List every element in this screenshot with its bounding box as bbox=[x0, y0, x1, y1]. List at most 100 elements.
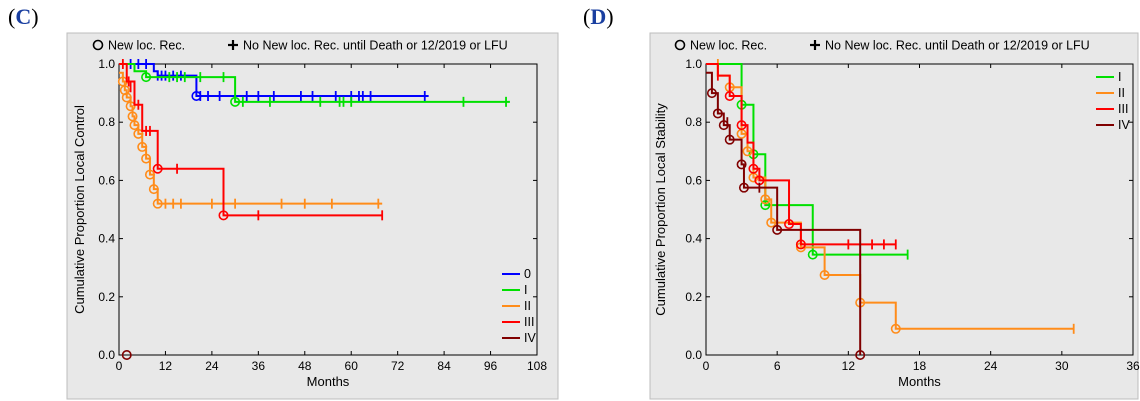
x-tick-label: 12 bbox=[159, 359, 173, 373]
x-tick-label: 24 bbox=[205, 359, 219, 373]
x-tick-label: 6 bbox=[774, 359, 781, 373]
event-mark bbox=[784, 219, 795, 230]
event-mark bbox=[218, 210, 229, 221]
panel-label-close: ) bbox=[606, 4, 614, 29]
y-tick-label: 0.6 bbox=[685, 173, 702, 187]
legend-label: II bbox=[524, 299, 531, 313]
legend-label: II bbox=[1118, 86, 1125, 100]
top-legend-censor: No New loc. Rec. until Death or 12/2019 … bbox=[243, 39, 508, 53]
event-mark bbox=[760, 194, 771, 205]
x-axis-label: Months bbox=[898, 374, 941, 389]
y-axis-label: Cumulative Proportion Local Control bbox=[72, 105, 87, 314]
legend-label: III bbox=[1118, 102, 1128, 116]
event-mark bbox=[706, 88, 717, 99]
series-group bbox=[706, 59, 1075, 360]
event-mark bbox=[148, 184, 159, 195]
event-marker-icon bbox=[92, 39, 104, 51]
x-tick-label: 0 bbox=[703, 359, 710, 373]
event-mark bbox=[736, 159, 747, 170]
x-tick-label: 60 bbox=[345, 359, 359, 373]
x-tick-label: 96 bbox=[484, 359, 498, 373]
event-mark bbox=[152, 198, 163, 209]
legend-label: IV bbox=[1118, 118, 1130, 132]
chart-frame bbox=[649, 32, 1139, 400]
y-tick-label: 0.0 bbox=[685, 348, 702, 362]
x-tick-label: 18 bbox=[913, 359, 927, 373]
series-line-III bbox=[119, 63, 383, 217]
panel-label-open: ( bbox=[8, 4, 16, 29]
panel-label-close: ) bbox=[31, 4, 39, 29]
event-mark bbox=[121, 92, 132, 103]
x-tick-label: 0 bbox=[116, 359, 123, 373]
x-tick-label: 48 bbox=[298, 359, 312, 373]
event-mark bbox=[141, 72, 152, 83]
event-mark bbox=[152, 163, 163, 174]
event-mark bbox=[718, 120, 729, 131]
event-mark bbox=[766, 217, 777, 228]
y-tick-label: 0.2 bbox=[98, 290, 115, 304]
x-tick-label: 12 bbox=[842, 359, 856, 373]
x-tick-label: 108 bbox=[527, 359, 547, 373]
event-mark bbox=[129, 120, 140, 131]
x-tick-label: 36 bbox=[1126, 359, 1140, 373]
event-mark bbox=[144, 169, 155, 180]
y-tick-label: 1.0 bbox=[685, 57, 702, 71]
x-axis-label: Months bbox=[307, 374, 350, 389]
panel-label-d: (D) bbox=[583, 4, 614, 30]
x-tick-label: 30 bbox=[1055, 359, 1069, 373]
legend-label: 0 bbox=[524, 267, 531, 281]
plot-area bbox=[118, 63, 538, 356]
event-mark bbox=[141, 153, 152, 164]
top-legend-censor: No New loc. Rec. until Death or 12/2019 … bbox=[825, 39, 1090, 53]
event-mark bbox=[230, 96, 241, 107]
panel-label-open: ( bbox=[583, 4, 591, 29]
legend-label: III bbox=[524, 315, 534, 329]
series-line-II bbox=[119, 71, 383, 205]
event-mark bbox=[738, 182, 749, 193]
event-mark bbox=[724, 91, 735, 102]
x-tick-label: 84 bbox=[437, 359, 451, 373]
x-tick-label: 72 bbox=[391, 359, 405, 373]
y-tick-label: 0.0 bbox=[98, 348, 115, 362]
x-tick-label: 24 bbox=[984, 359, 998, 373]
event-mark bbox=[724, 134, 735, 145]
y-tick-label: 0.6 bbox=[98, 173, 115, 187]
event-mark bbox=[121, 349, 132, 360]
event-mark bbox=[191, 91, 202, 102]
panel-label-letter: C bbox=[15, 4, 32, 29]
y-tick-label: 0.2 bbox=[685, 290, 702, 304]
top-legend-event: New loc. Rec. bbox=[690, 39, 767, 53]
legend-label: I bbox=[524, 283, 527, 297]
event-mark bbox=[819, 269, 830, 280]
panel-label-letter: D bbox=[590, 4, 607, 29]
y-tick-label: 0.4 bbox=[685, 232, 702, 246]
event-mark bbox=[736, 120, 747, 131]
event-mark bbox=[125, 101, 136, 112]
event-mark bbox=[890, 323, 901, 334]
series-group bbox=[117, 59, 510, 360]
top-legend-event: New loc. Rec. bbox=[108, 39, 185, 53]
panel-label-c: (C) bbox=[8, 4, 39, 30]
y-tick-label: 0.8 bbox=[685, 115, 702, 129]
y-tick-label: 0.4 bbox=[98, 232, 115, 246]
legend-label: IV bbox=[524, 331, 536, 345]
event-mark bbox=[748, 163, 759, 174]
y-tick-label: 0.8 bbox=[98, 115, 115, 129]
event-mark bbox=[137, 141, 148, 152]
legend-label: I bbox=[1118, 70, 1121, 84]
event-mark bbox=[133, 128, 144, 139]
event-mark bbox=[712, 108, 723, 119]
y-axis-label: Cumulative Proportion Local Stability bbox=[653, 103, 668, 316]
event-mark bbox=[760, 200, 771, 211]
x-tick-label: 36 bbox=[252, 359, 266, 373]
event-mark bbox=[795, 239, 806, 250]
event-mark bbox=[807, 249, 818, 260]
event-mark bbox=[772, 224, 783, 235]
y-tick-label: 1.0 bbox=[98, 57, 115, 71]
event-mark bbox=[742, 146, 753, 157]
event-marker-icon bbox=[674, 39, 686, 51]
series-line-III bbox=[706, 63, 896, 246]
event-mark bbox=[855, 349, 866, 360]
